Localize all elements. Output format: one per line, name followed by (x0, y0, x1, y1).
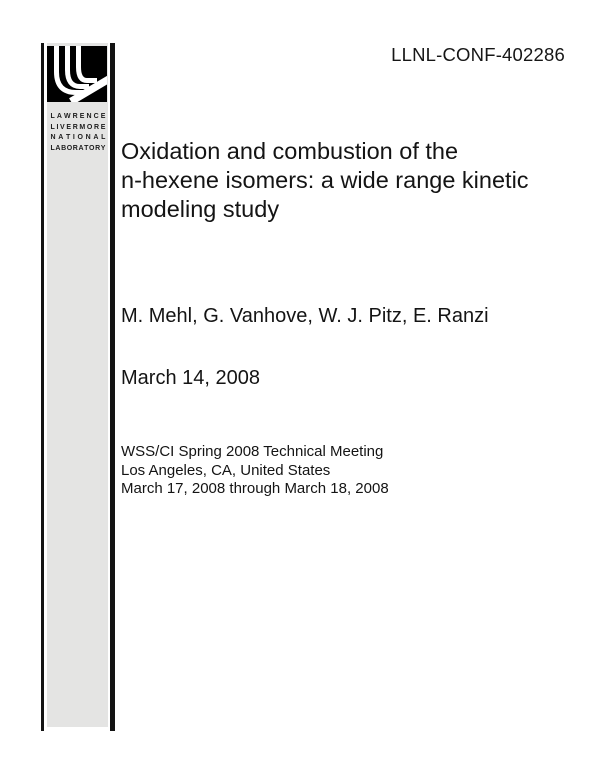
left-rule (41, 43, 44, 731)
date-line: March 14, 2008 (121, 367, 260, 389)
report-number: LLNL-CONF-402286 (391, 44, 565, 65)
authors-line: M. Mehl, G. Vanhove, W. J. Pitz, E. Ranz… (121, 305, 489, 327)
meeting-info: WSS/CI Spring 2008 Technical Meeting Los… (121, 443, 389, 497)
llnl-logo-icon (47, 46, 107, 102)
document-title: Oxidation and combustion of the n-hexene… (121, 138, 529, 222)
right-rule (110, 43, 115, 731)
